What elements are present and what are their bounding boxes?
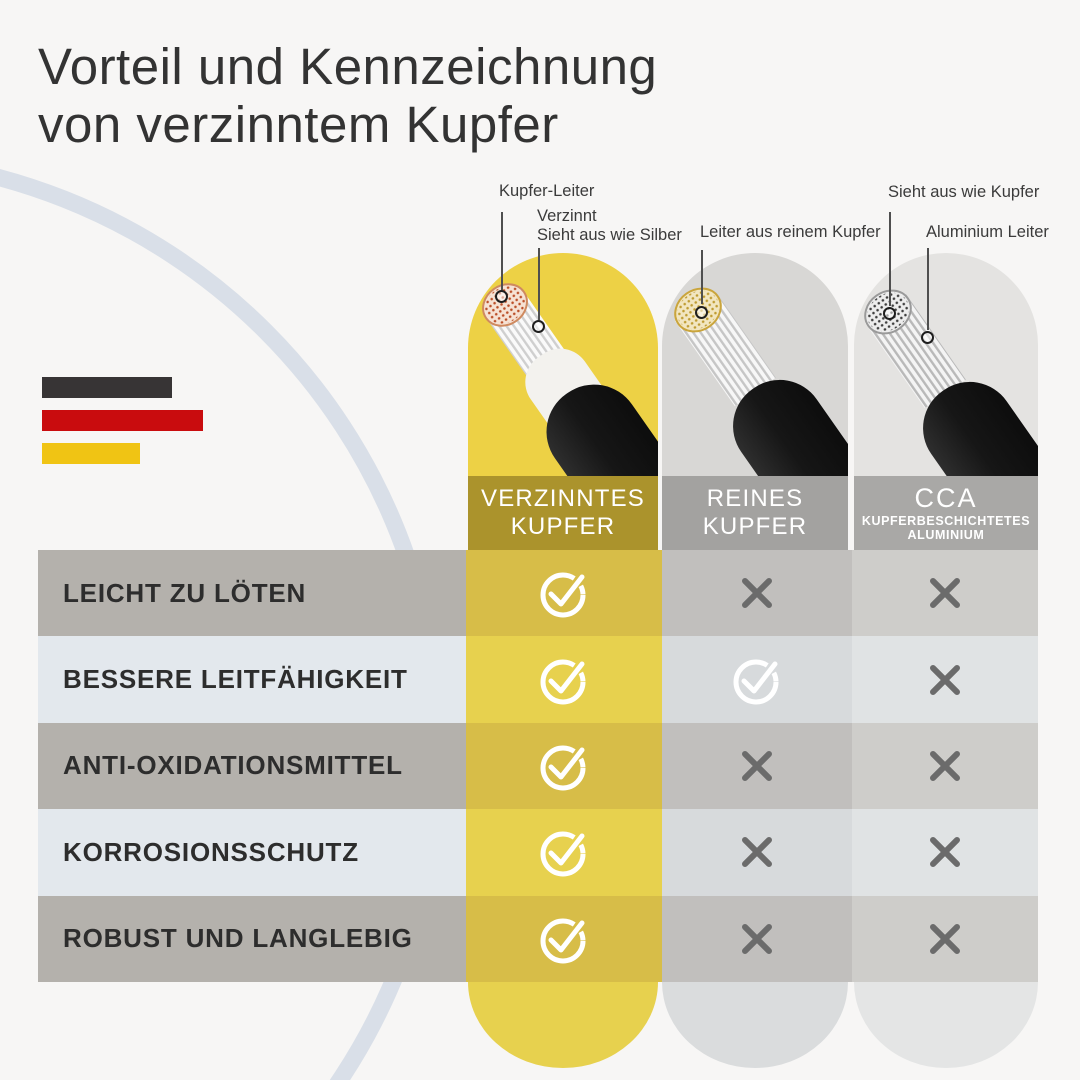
callout-ring-marker (532, 320, 545, 333)
row-label: ANTI-OXIDATIONSMITTEL (63, 750, 403, 781)
x-icon (742, 837, 772, 868)
callout-ring-marker (495, 290, 508, 303)
x-icon (930, 750, 960, 781)
table-row: ROBUST UND LANGLEBIG (38, 895, 1038, 982)
row-label: BESSERE LEITFÄHIGKEIT (63, 664, 408, 695)
callout-leader-line (927, 248, 929, 330)
x-icon (742, 750, 772, 781)
row-label: ROBUST UND LANGLEBIG (63, 923, 413, 954)
column-top-cca (854, 253, 1038, 476)
page-title-line2: von verzinntem Kupfer (38, 96, 559, 153)
table-cell (466, 809, 662, 896)
callout-kupfer-leiter: Kupfer-Leiter (499, 182, 595, 200)
flag-bar-gold (42, 443, 140, 464)
column-header-text: CCA (914, 483, 978, 513)
x-icon (742, 578, 772, 609)
table-row: KORROSIONSSCHUTZ (38, 809, 1038, 896)
column-header-reines-kupfer: REINES KUPFER (662, 476, 848, 550)
check-icon (540, 659, 586, 705)
table-cell (466, 550, 662, 637)
table-row: LEICHT ZU LÖTEN (38, 550, 1038, 637)
table-cell (662, 895, 852, 982)
callout-ring-marker (921, 331, 934, 344)
page-title: Vorteil und Kennzeichnung von verzinntem… (38, 38, 657, 154)
column-header-verzinntes-kupfer: VERZINNTES KUPFER (468, 476, 658, 550)
table-row: ANTI-OXIDATIONSMITTEL (38, 722, 1038, 810)
column-header-text: KUPFER (702, 513, 808, 540)
column-header-text: REINES (706, 485, 804, 512)
callout-leader-line (501, 212, 503, 290)
page-title-line1: Vorteil und Kennzeichnung (38, 38, 658, 95)
column-header-subtext: KUPFERBESCHICHTETES ALUMINIUM (861, 514, 1031, 542)
callout-leader-line (701, 250, 703, 304)
column-header-text: VERZINNTES (480, 485, 645, 512)
x-icon (930, 664, 960, 695)
table-cell (662, 550, 852, 637)
callout-leader-line (889, 212, 891, 306)
callout-ring-marker (695, 306, 708, 319)
check-icon (540, 572, 586, 618)
x-icon (930, 837, 960, 868)
table-cell (466, 895, 662, 982)
callout-leiter-aus-reinem-kupfer: Leiter aus reinem Kupfer (700, 223, 881, 241)
table-cell (662, 809, 852, 896)
x-icon (742, 923, 772, 954)
table-cell (852, 809, 1038, 896)
callout-verzinnt: Verzinnt Sieht aus wie Silber (537, 207, 682, 244)
row-label: KORROSIONSSCHUTZ (63, 836, 359, 867)
check-icon (540, 918, 586, 964)
table-cell (662, 636, 852, 723)
table-cell (852, 636, 1038, 723)
callout-ring-marker (883, 307, 896, 320)
table-cell (466, 722, 662, 810)
table-cell (852, 722, 1038, 810)
check-icon (540, 831, 586, 877)
flag-bar-black (42, 377, 172, 398)
tinned-copper-cable-illustration (482, 283, 658, 476)
column-header-text: KUPFER (510, 513, 616, 540)
callout-sieht-aus-wie-kupfer: Sieht aus wie Kupfer (888, 183, 1040, 201)
x-icon (930, 923, 960, 954)
callout-aluminium-leiter: Aluminium Leiter (926, 223, 1049, 241)
table-row: BESSERE LEITFÄHIGKEIT (38, 636, 1038, 723)
table-cell (852, 895, 1038, 982)
column-header-cca: CCA KUPFERBESCHICHTETES ALUMINIUM (854, 476, 1038, 550)
check-icon (540, 745, 586, 791)
x-icon (930, 578, 960, 609)
table-cell (852, 550, 1038, 637)
callout-leader-line (538, 248, 540, 320)
table-cell (662, 722, 852, 810)
row-label: LEICHT ZU LÖTEN (63, 577, 307, 608)
flag-bar-red (42, 410, 203, 431)
table-cell (466, 636, 662, 723)
check-icon (733, 659, 779, 705)
